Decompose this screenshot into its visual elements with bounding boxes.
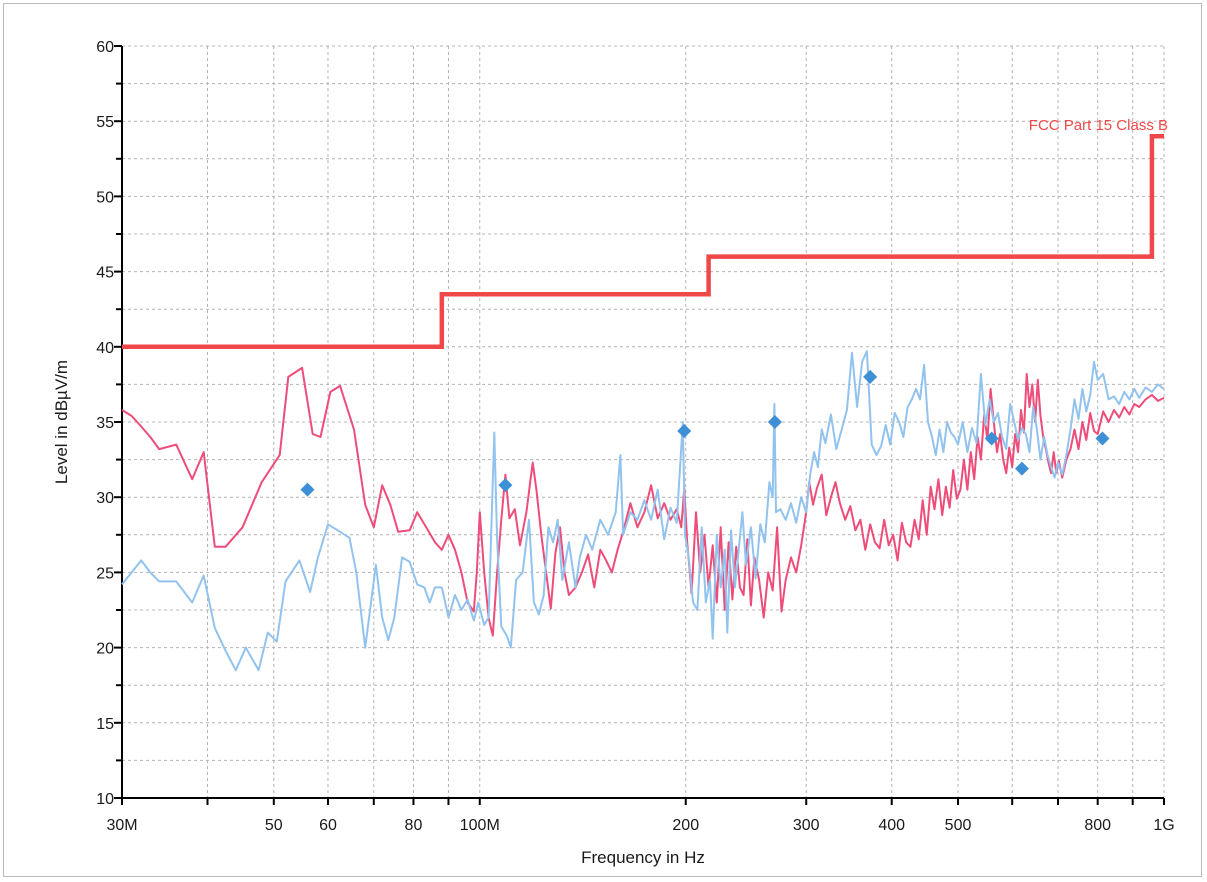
x-tick-label: 300 [793,817,820,834]
peak-markers [300,369,1110,497]
y-tick-label: 10 [96,791,114,808]
y-tick-label: 50 [96,189,114,206]
blue-trace [121,350,1165,672]
y-tick-label: 35 [96,415,114,432]
x-tick-label: 30M [106,817,137,834]
x-tick-label: 200 [672,817,699,834]
x-tick-label: 500 [945,817,972,834]
x-tick-label: 1G [1153,817,1174,834]
x-tick-label: 60 [319,817,337,834]
traces [121,350,1165,672]
y-tick-label: 60 [96,39,114,56]
peak-marker [863,369,878,384]
y-tick-label: 15 [96,716,114,733]
limit-line-label: FCC Part 15 Class B [1029,117,1168,134]
red-trace [121,366,1165,637]
peak-marker [767,415,782,429]
y-tick-label: 20 [96,641,114,658]
chart-frame: 10 15 20 25 30 35 40 45 50 55 60 30M 50 60 80 100M 200 30… [3,3,1202,877]
y-axis-title: Level in dBµV/m [52,360,71,484]
x-tick-label: 100M [460,817,500,834]
x-tick-label: 400 [878,817,905,834]
peak-marker [1095,431,1110,446]
y-tick-label: 55 [96,114,114,131]
limit-line-group [122,133,1164,350]
emissions-chart: 10 15 20 25 30 35 40 45 50 55 60 30M 50 60 80 100M 200 30… [52,39,1175,867]
x-tick-label: 50 [265,817,283,834]
x-axis-title: Frequency in Hz [581,848,705,867]
y-tick-label: 25 [96,565,114,582]
y-tick-label: 30 [96,490,114,507]
y-tick-label: 45 [96,265,114,282]
limit-line [122,133,1164,350]
y-tick-label: 40 [96,340,114,357]
x-tick-label: 80 [405,817,423,834]
peak-marker [1014,461,1029,476]
peak-marker [498,478,513,493]
grid [122,45,1165,798]
x-tick-label: 800 [1084,817,1111,834]
peak-marker [984,431,999,446]
peak-marker [677,424,692,439]
ticks: 10 15 20 25 30 35 40 45 50 55 60 30M 50 60 80 100M 200 30… [96,39,1174,834]
peak-marker [300,482,315,497]
plot-area [122,46,1164,798]
